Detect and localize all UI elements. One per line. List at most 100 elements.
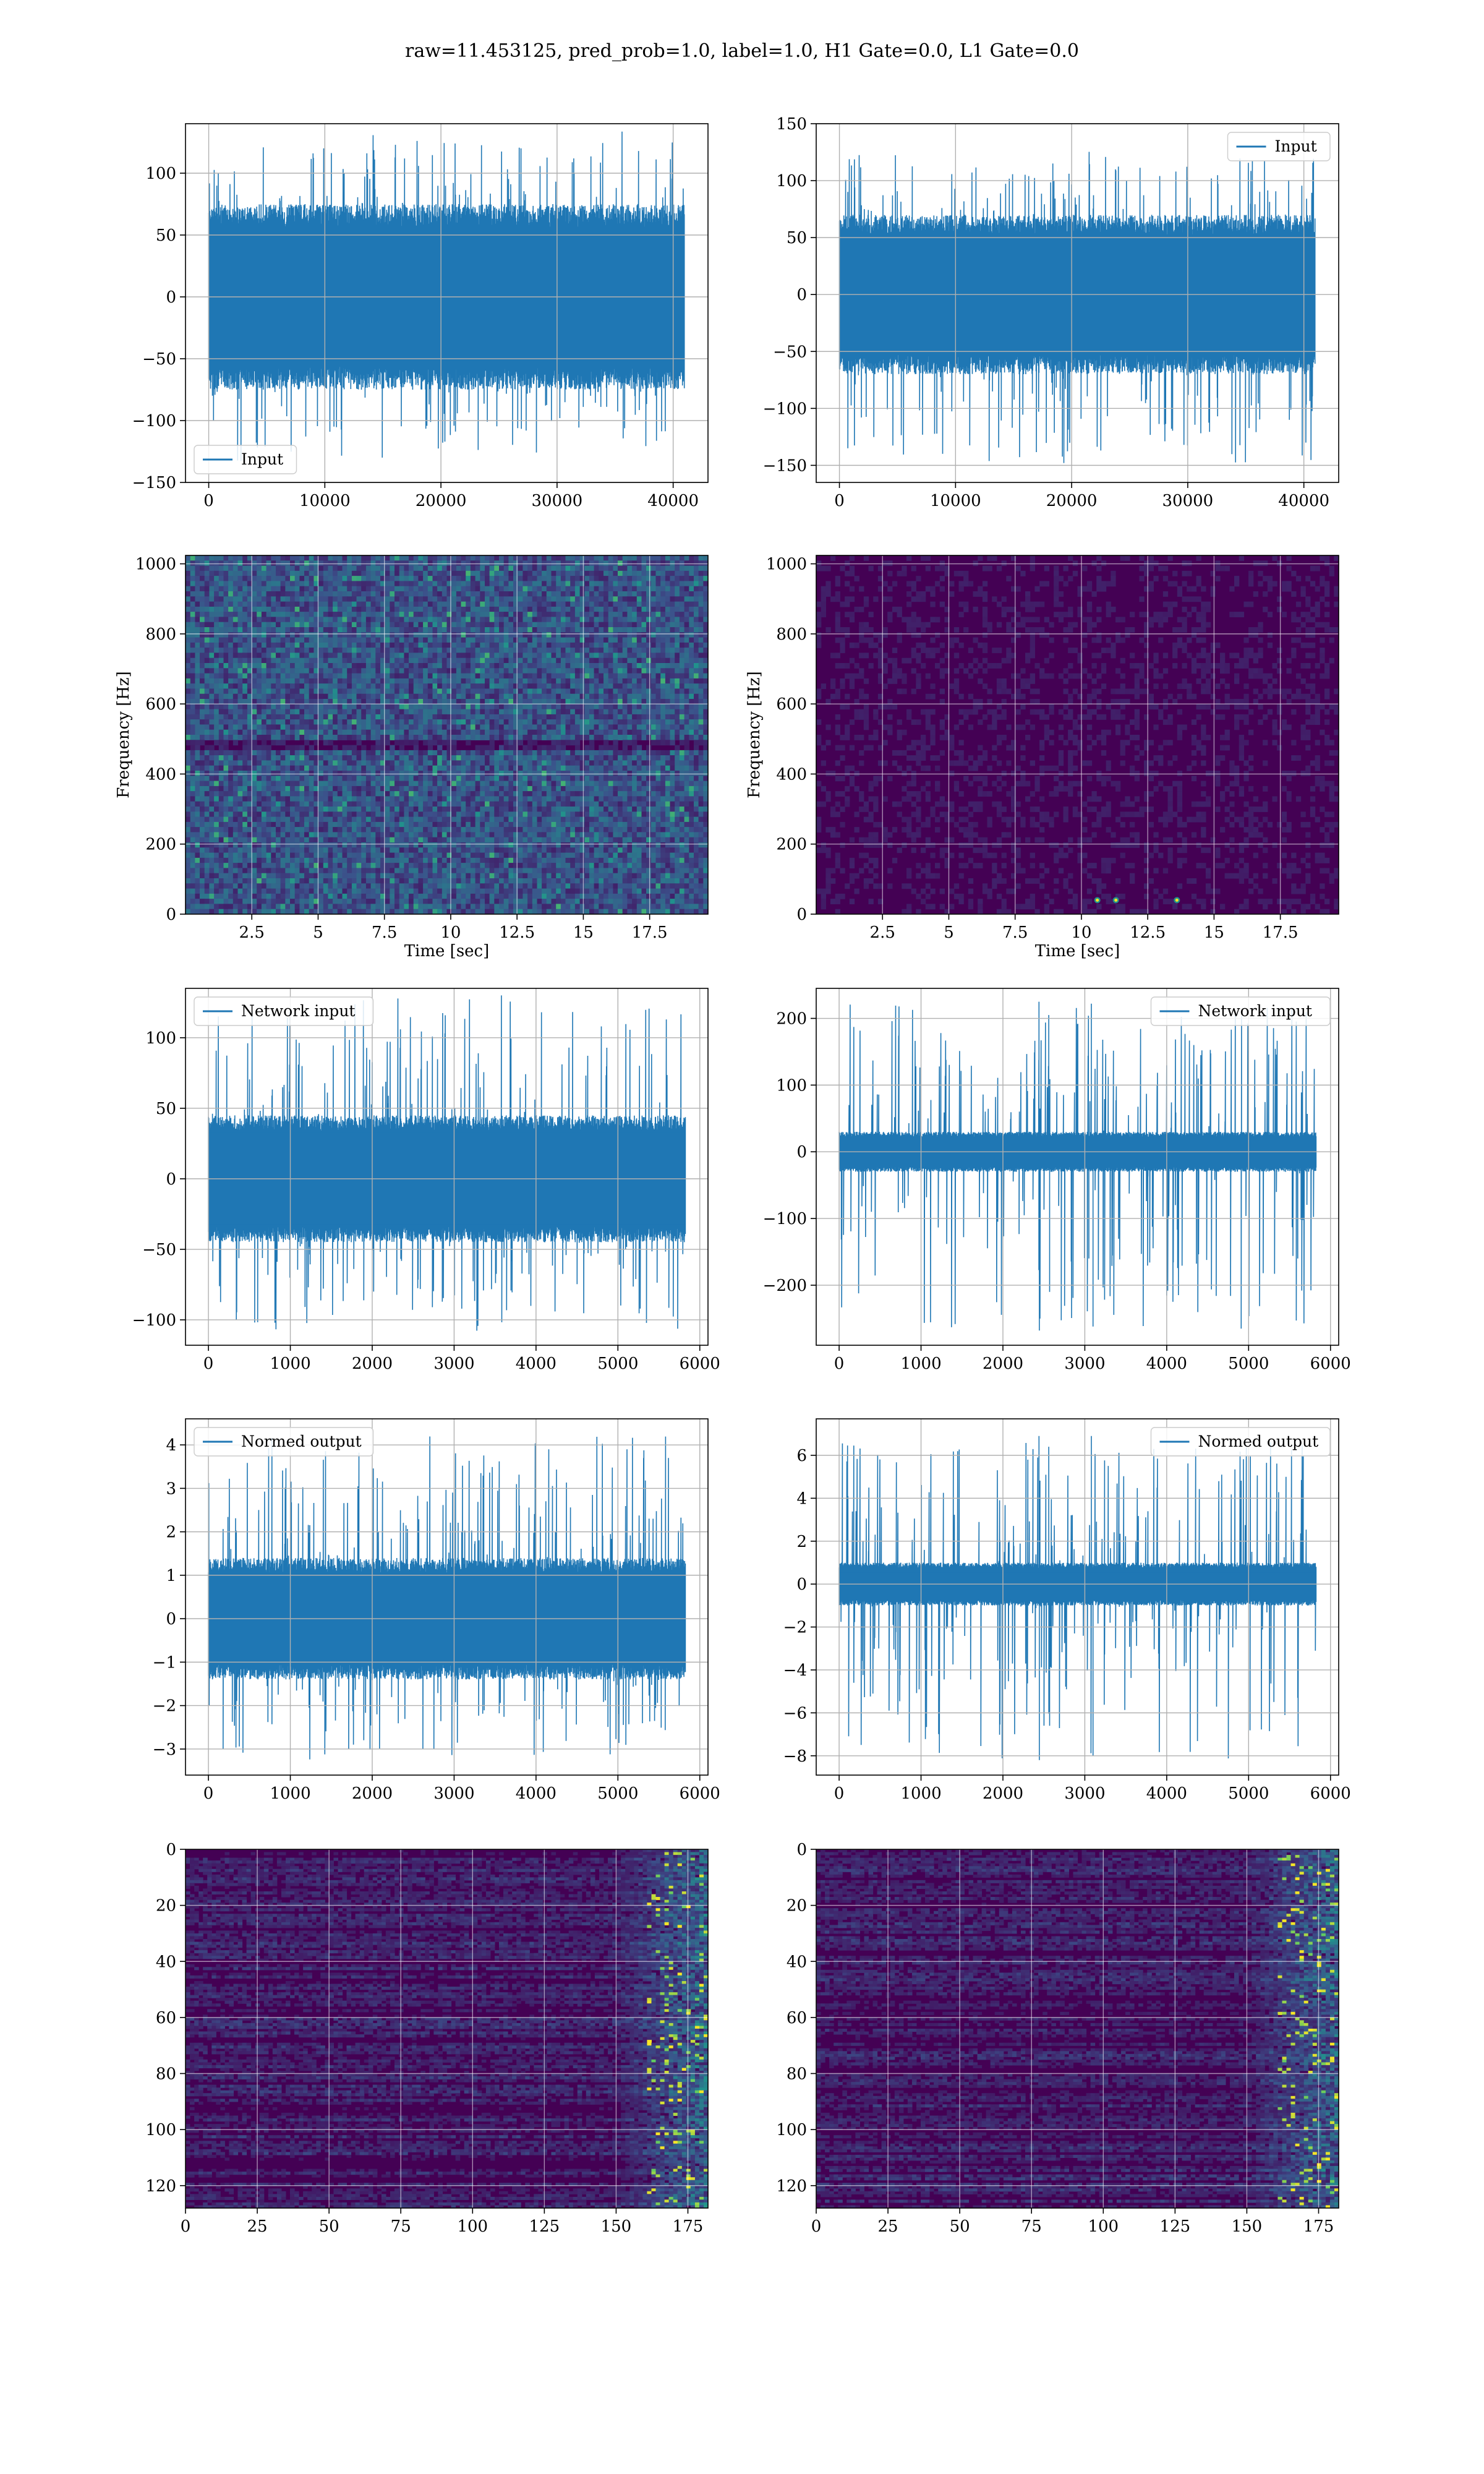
heatmap-cell: [223, 678, 229, 684]
heatmap-cell: [684, 673, 689, 679]
heatmap-cell: [247, 755, 253, 761]
heatmap-cell: [684, 560, 689, 567]
heatmap-cell: [527, 560, 533, 567]
heatmap-cell: [527, 637, 533, 643]
heatmap-cell: [309, 745, 314, 751]
heatmap-cell: [665, 663, 671, 669]
heatmap-cell: [432, 591, 438, 597]
heatmap-cell: [499, 693, 505, 700]
heatmap-cell: [351, 688, 357, 695]
heatmap-cell: [242, 606, 248, 612]
heatmap-cell: [299, 699, 305, 704]
heatmap-cell: [603, 601, 609, 607]
heatmap-cell: [228, 699, 234, 704]
heatmap-cell: [328, 678, 333, 684]
heatmap-cell: [209, 596, 215, 602]
heatmap-cell: [660, 601, 666, 607]
heatmap-cell: [333, 785, 338, 792]
heatmap-cell: [518, 704, 523, 710]
heatmap-cell: [494, 622, 500, 628]
heatmap-cell: [551, 678, 556, 684]
heatmap-cell: [266, 586, 271, 592]
heatmap-cell: [551, 627, 556, 633]
heatmap-cell: [446, 653, 452, 659]
heatmap-cell: [608, 663, 613, 669]
heatmap-cell: [641, 555, 647, 561]
heatmap-cell: [494, 760, 500, 766]
heatmap-cell: [242, 601, 248, 607]
heatmap-cell: [313, 657, 319, 664]
heatmap-cell: [574, 673, 581, 679]
heatmap-cell: [328, 683, 333, 689]
heatmap-cell: [694, 622, 699, 628]
heatmap-cell: [223, 642, 229, 648]
heatmap-cell: [294, 622, 300, 628]
heatmap-cell: [351, 555, 357, 561]
heatmap-cell: [461, 622, 466, 628]
heatmap-cell: [328, 729, 333, 735]
heatmap-cell: [404, 581, 409, 587]
heatmap-cell: [299, 755, 305, 761]
heatmap-cell: [380, 653, 386, 659]
heatmap-cell: [556, 781, 561, 787]
heatmap-cell: [556, 627, 561, 633]
heatmap-cell: [333, 637, 338, 643]
heatmap-cell: [200, 678, 205, 684]
heatmap-cell: [228, 581, 234, 587]
heatmap-cell: [613, 781, 618, 787]
heatmap-cell: [313, 560, 319, 567]
heatmap-cell: [522, 765, 528, 771]
heatmap-cell: [285, 724, 291, 730]
heatmap-cell: [655, 642, 661, 648]
heatmap-cell: [579, 596, 585, 602]
heatmap-cell: [228, 760, 234, 766]
heatmap-cell: [613, 771, 618, 776]
heatmap-cell: [313, 576, 319, 581]
heatmap-cell: [375, 576, 381, 581]
heatmap-cell: [228, 637, 234, 643]
heatmap-cell: [670, 586, 675, 592]
heatmap-cell: [218, 648, 224, 653]
heatmap-cell: [494, 750, 500, 756]
heatmap-cell: [337, 565, 343, 571]
heatmap-cell: [347, 653, 352, 659]
heatmap-cell: [390, 570, 395, 576]
heatmap-cell: [290, 663, 296, 669]
y-tick-label: 0: [796, 286, 807, 304]
heatmap-cell: [223, 591, 229, 597]
heatmap-cell: [200, 760, 205, 766]
heatmap-cell: [365, 601, 372, 607]
heatmap-cell: [446, 591, 452, 597]
heatmap-cell: [613, 683, 618, 689]
heatmap-cell: [670, 596, 675, 602]
heatmap-cell: [466, 765, 471, 771]
heatmap-cell: [655, 596, 661, 602]
heatmap-cell: [665, 657, 671, 664]
heatmap-cell: [266, 617, 271, 623]
heatmap-cell: [432, 765, 438, 771]
heatmap-cell: [446, 648, 452, 653]
heatmap-cell: [309, 560, 314, 567]
heatmap-cell: [608, 719, 613, 725]
heatmap-cell: [276, 601, 281, 607]
heatmap-cell: [522, 729, 528, 735]
heatmap-cell: [427, 555, 433, 561]
heatmap-cell: [290, 785, 296, 792]
heatmap-cell: [451, 581, 457, 587]
heatmap-cell: [556, 606, 561, 612]
heatmap-cell: [404, 740, 409, 746]
heatmap-cell: [232, 601, 239, 607]
heatmap-cell: [237, 612, 243, 617]
heatmap-cell: [684, 719, 689, 725]
heatmap-cell: [461, 581, 466, 587]
heatmap-cell: [365, 714, 372, 720]
heatmap-cell: [290, 745, 296, 751]
heatmap-cell: [186, 560, 191, 567]
heatmap-cell: [584, 693, 590, 700]
heatmap-cell: [370, 693, 376, 700]
heatmap-cell: [204, 724, 210, 730]
heatmap-cell: [508, 596, 514, 602]
heatmap-cell: [579, 765, 585, 771]
heatmap-cell: [351, 765, 357, 771]
heatmap-cell: [608, 612, 613, 617]
